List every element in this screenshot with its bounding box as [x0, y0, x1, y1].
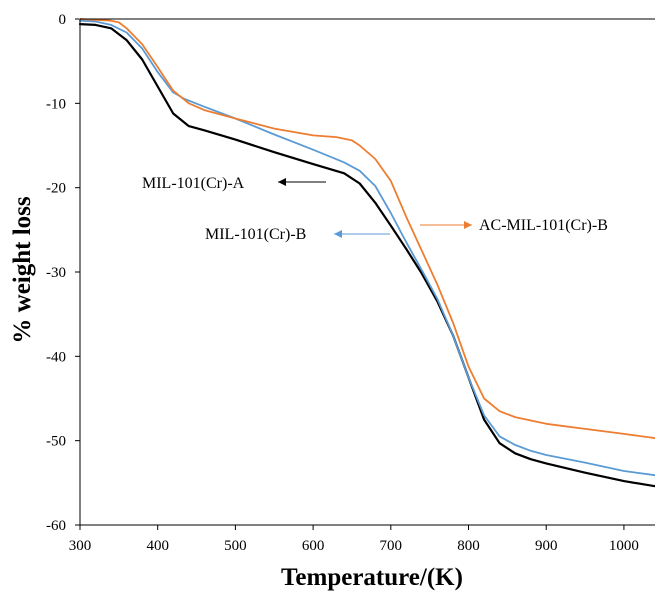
x-axis-title: Temperature/(K): [281, 564, 463, 591]
x-tick-label: 900: [535, 538, 558, 554]
x-tick-label: 700: [380, 538, 403, 554]
series-layer: [78, 18, 655, 488]
x-tick-label: 1000: [609, 538, 639, 554]
annotation-mil-101-cr-b: MIL-101(Cr)-B: [205, 226, 306, 243]
annotation-arrow-head: [464, 221, 472, 229]
series-line-mil-101-cr-b: [79, 19, 655, 477]
y-tick-label: -50: [46, 434, 66, 450]
y-axis-title: % weight loss: [9, 196, 36, 344]
annotations-layer: MIL-101(Cr)-A MIL-101(Cr)-B AC-MIL-101(Cr)…: [142, 175, 608, 243]
y-tick-label: 0: [59, 12, 67, 28]
y-tick-label: -20: [46, 181, 66, 197]
annotation-ac-mil-101-cr-b: AC-MIL-101(Cr)-B: [479, 217, 608, 234]
x-tick-label: 500: [224, 538, 247, 554]
x-tick-label: 800: [457, 538, 480, 554]
y-tick-label: -30: [46, 265, 66, 281]
x-tick-label: 300: [69, 538, 92, 554]
ticks-layer: 300 400 500 600 700 800 900 1000 0 -10 -20 -30 -40 -5…: [46, 12, 639, 554]
x-tick-label: 400: [146, 538, 169, 554]
series-line-ac-mil-101-cr-b: [79, 18, 655, 440]
y-tick-label: -10: [46, 96, 66, 112]
y-tick-label: -40: [46, 349, 66, 365]
annotation-arrow-head: [334, 230, 342, 238]
x-tick-label: 600: [302, 538, 325, 554]
annotation-mil-101-cr-a: MIL-101(Cr)-A: [142, 175, 245, 192]
axes-layer: [79, 18, 655, 526]
series-line-mil-101-cr-a: [78, 23, 655, 488]
y-tick-label: -60: [46, 518, 66, 534]
annotation-arrow-head: [278, 178, 286, 186]
